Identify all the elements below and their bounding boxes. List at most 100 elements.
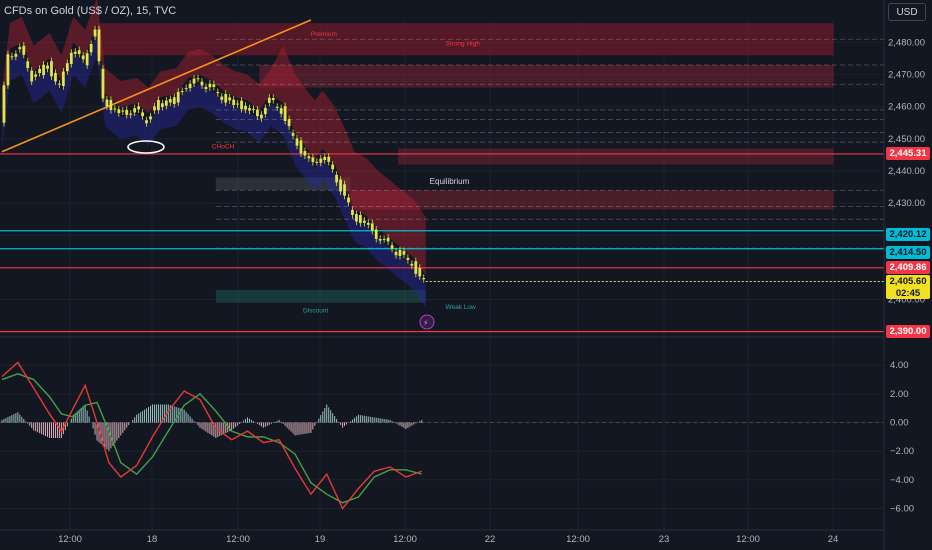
time-tick-label: 12:00 [226, 534, 250, 545]
price-label-resistance: 2,409.86 [886, 261, 930, 275]
candle-body [267, 97, 271, 103]
macd-tick-label: −6.00 [890, 504, 914, 515]
candle-body [192, 78, 196, 84]
candle-body [366, 222, 370, 225]
candle-body [414, 261, 418, 274]
price-label-resistance: 2,445.31 [886, 147, 930, 161]
time-tick-label: 12:00 [566, 534, 590, 545]
zone-supply [259, 64, 834, 88]
zone-supply [350, 190, 834, 210]
candle-body [77, 50, 81, 54]
candle-body [220, 96, 224, 100]
highlight-ellipse [127, 140, 165, 154]
zone-discount [215, 289, 426, 303]
candle-body [259, 114, 263, 119]
candle-body [382, 239, 386, 241]
candle-body [69, 52, 73, 65]
candle-body [2, 85, 6, 123]
candle-body [137, 106, 141, 110]
time-tick-label: 12:00 [736, 534, 760, 545]
candle-body [180, 91, 184, 93]
candle-body [224, 93, 228, 103]
currency-button[interactable]: USD [888, 3, 926, 21]
zone-equilibrium [215, 177, 351, 191]
candle-body [299, 140, 303, 154]
candle-body [232, 99, 236, 105]
candle-body [339, 179, 342, 192]
candle-body [141, 112, 144, 117]
candle-body [153, 106, 156, 111]
price-label-level: 2,420.12 [886, 228, 930, 242]
price-label-resistance: 2,390.00 [886, 325, 930, 339]
annotation-label: Weak Low [446, 304, 477, 311]
candle-body [240, 100, 243, 109]
candle-body [343, 184, 346, 196]
candle-body [271, 98, 275, 101]
candle-body [46, 65, 49, 69]
macd-tick-label: 2.00 [890, 389, 909, 400]
candle-body [327, 156, 331, 162]
time-tick-label: 18 [147, 534, 158, 545]
candle-body [14, 53, 18, 57]
candle-body [422, 278, 426, 280]
candle-body [200, 81, 204, 86]
candle-body [295, 138, 299, 146]
candle-body [390, 245, 394, 249]
candle-body [228, 97, 232, 101]
candle-body [101, 68, 105, 99]
lightning-glyph: ⚡ [423, 319, 429, 328]
candle-body [54, 72, 57, 82]
time-tick-label: 19 [315, 534, 326, 545]
annotation-label: CHoCH [212, 144, 235, 151]
candle-body [81, 55, 85, 60]
zone-premium [97, 23, 834, 56]
candle-body [311, 157, 315, 163]
candle-body [279, 108, 283, 114]
annotation-label: Discount [303, 307, 328, 314]
candle-body [374, 229, 378, 239]
candle-body [335, 174, 339, 183]
trendline[interactable] [1, 19, 312, 153]
candle-body [34, 74, 38, 77]
annotation-label: Equilibrium [430, 177, 470, 186]
candle-body [160, 103, 164, 107]
chart-title: CFDs on Gold (US$ / OZ), 15, TVC [4, 5, 177, 17]
candle-body [398, 249, 402, 256]
candle-body [263, 107, 267, 115]
candle-body [149, 116, 152, 120]
candle-body [358, 215, 362, 224]
candle-body [283, 106, 287, 122]
annotation-label: Strong High [446, 41, 481, 48]
candle-body [30, 70, 34, 82]
lightning-icon[interactable] [419, 314, 435, 330]
price-tick-label: 2,470.00 [888, 70, 925, 81]
time-tick-label: 12:00 [58, 534, 82, 545]
candle-body [315, 161, 319, 163]
candle-body [73, 51, 77, 54]
candle-body [355, 214, 358, 222]
time-tick-label: 12:00 [393, 534, 417, 545]
zone-supply [398, 148, 834, 165]
macd-tick-label: −2.00 [890, 446, 914, 457]
macd-tick-label: 4.00 [890, 360, 909, 371]
candle-body [347, 197, 350, 203]
time-tick-label: 24 [828, 534, 839, 545]
candle-body [307, 156, 311, 159]
candle-body [50, 61, 53, 77]
candle-body [97, 29, 101, 62]
price-label-last: 2,405.60 02:45 [886, 275, 930, 300]
macd-line [1, 361, 422, 510]
price-tick-label: 2,450.00 [888, 134, 925, 145]
candle-body [418, 267, 422, 277]
candle-body [248, 108, 251, 111]
candle-body [323, 156, 327, 161]
bear-cloud [2, 0, 426, 276]
candle-body [65, 63, 69, 72]
macd-tick-label: 0.00 [890, 418, 909, 429]
candle-body [319, 158, 323, 163]
candle-body [287, 119, 291, 127]
price-tick-label: 2,480.00 [888, 37, 925, 48]
candle-body [93, 29, 97, 37]
